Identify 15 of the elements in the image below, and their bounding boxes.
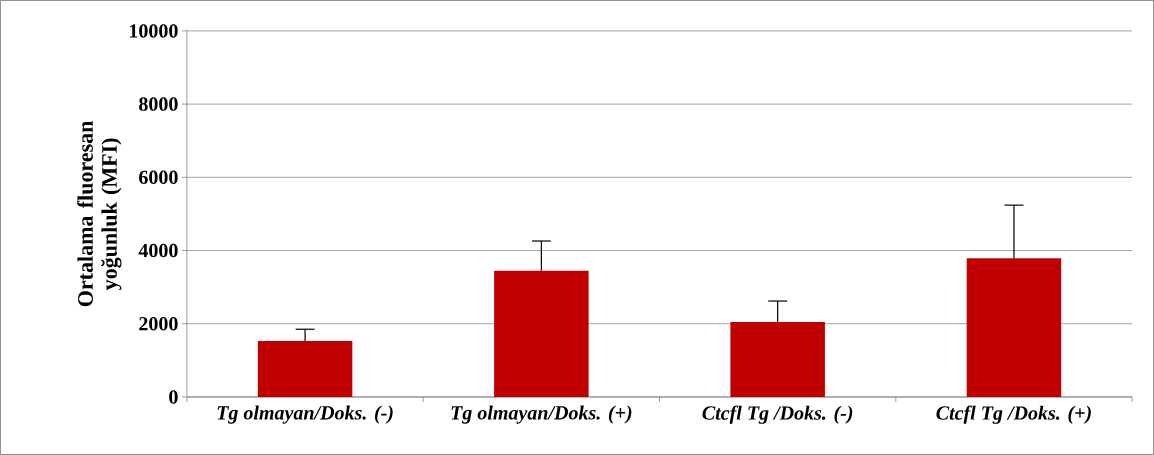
x-tick-label: Ctcfl Tg /Doks. (+)	[936, 405, 1091, 424]
bar	[730, 321, 825, 398]
x-tick-label: Ctcfl Tg /Doks. (-)	[702, 405, 853, 424]
x-tick-label: Tg olmayan/Doks. (-)	[217, 405, 393, 424]
bar	[966, 258, 1062, 398]
bar	[494, 270, 589, 398]
y-tick-label: 4000	[138, 243, 178, 258]
bar	[257, 341, 353, 398]
y-tick-label: 0	[169, 390, 178, 404]
y-tick-label: 10000	[129, 24, 178, 38]
y-tick-label: 2000	[139, 317, 178, 331]
y-tick-label: 6000	[139, 170, 178, 185]
x-tick-label: Tg olmayan/Doks. (+)	[451, 405, 632, 424]
y-tick-label: 8000	[139, 97, 178, 111]
y-axis-title: Ortalama fluoresan yoğunluk (MFI)	[77, 120, 122, 307]
